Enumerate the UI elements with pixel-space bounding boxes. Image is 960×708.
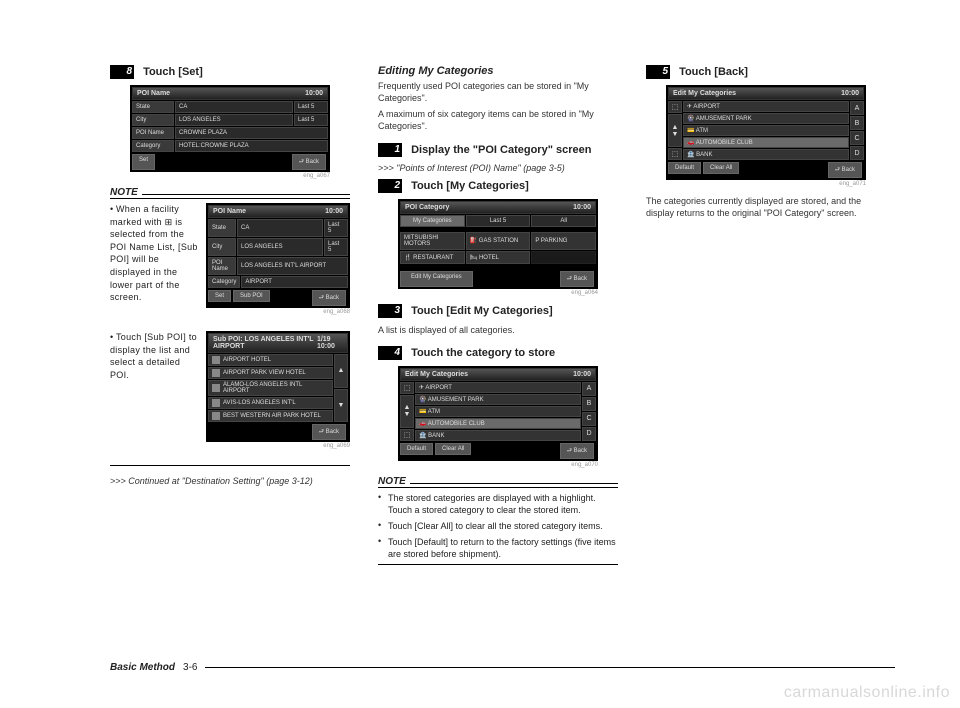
step-2: Touch [My Categories] (378, 179, 618, 193)
note-2: •Touch [Sub POI] to display the list and… (110, 331, 350, 457)
screen-poi-category: POI Category10:00 My Categories Last 5 A… (398, 199, 598, 289)
step-badge-8 (110, 65, 134, 79)
footer: Basic Method 3-6 (110, 662, 895, 673)
screen-sub-poi: Sub POI: LOS ANGELES INT'L AIRPORT1/19 1… (206, 331, 350, 442)
step-8: Touch [Set] (110, 65, 350, 79)
watermark: carmanualsonline.info (784, 684, 950, 702)
screen-edit-categories-1: Edit My Categories10:00 ⬚ ▲▼ ⬚ ✈ AIRPORT… (398, 366, 598, 461)
step-1: Display the "POI Category" screen (378, 143, 618, 157)
step-3: Touch [Edit My Categories] (378, 304, 618, 318)
step-4: Touch the category to store (378, 346, 618, 360)
note-1: •When a facility marked with ⊞ is select… (110, 203, 350, 323)
note-heading-2: NOTE (378, 476, 618, 488)
page-columns: Touch [Set] POI Name10:00 StateCALast 5 … (0, 0, 960, 575)
column-2: Editing My Categories Frequently used PO… (378, 65, 618, 575)
screen-poi-name-1: POI Name10:00 StateCALast 5 CityLOS ANGE… (130, 85, 330, 172)
column-3: Touch [Back] Edit My Categories10:00 ⬚ ▲… (646, 65, 886, 575)
caption-067: eng_a067 (130, 173, 330, 179)
screen-poi-name-2: POI Name10:00 StateCALast 5 CityLOS ANGE… (206, 203, 350, 308)
column-1: Touch [Set] POI Name10:00 StateCALast 5 … (110, 65, 350, 575)
continued-ref: >>> Continued at "Destination Setting" (… (110, 476, 350, 486)
editing-heading: Editing My Categories (378, 65, 618, 77)
screen-edit-categories-2: Edit My Categories10:00 ⬚ ▲▼ ⬚ ✈ AIRPORT… (666, 85, 866, 180)
note-heading-1: NOTE (110, 187, 350, 199)
step-8-label: Touch [Set] (143, 66, 203, 78)
step-5: Touch [Back] (646, 65, 886, 79)
